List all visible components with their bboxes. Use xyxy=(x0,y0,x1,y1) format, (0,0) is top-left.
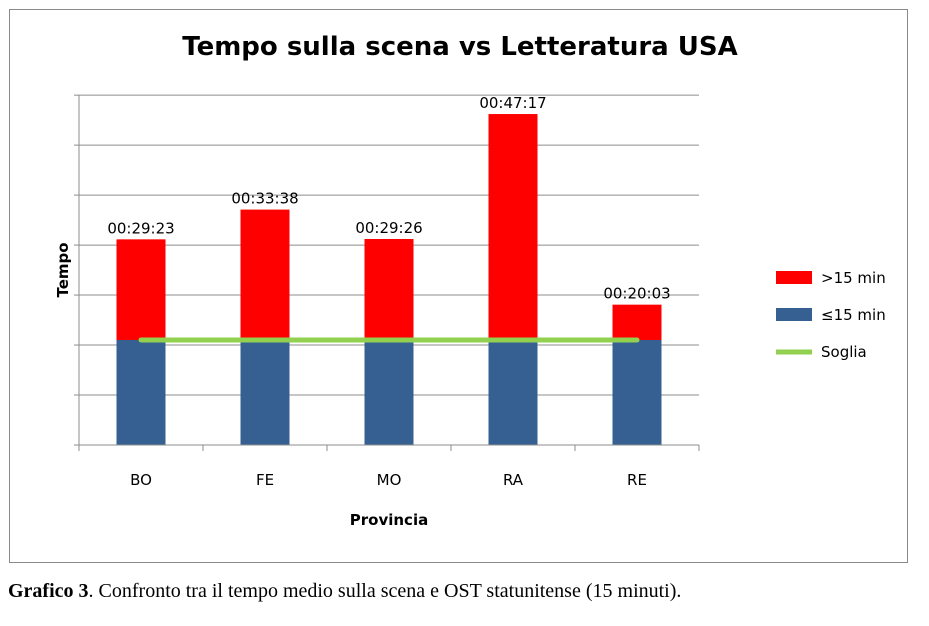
bar-excess-re xyxy=(612,304,662,340)
x-axis-label: Provincia xyxy=(350,511,428,529)
bar-base-ra xyxy=(488,340,538,445)
y-axis-label: Tempo xyxy=(54,242,72,297)
data-label: 00:29:23 xyxy=(107,219,174,237)
bar-excess-bo xyxy=(116,239,166,340)
grid-lines xyxy=(79,94,699,396)
bars xyxy=(116,114,662,445)
data-label: 00:20:03 xyxy=(603,285,670,303)
caption-text: . Confronto tra il tempo medio sulla sce… xyxy=(88,580,682,602)
data-label: 00:29:26 xyxy=(355,219,422,237)
legend-label: ≤15 min xyxy=(821,306,886,324)
x-tick-label: RA xyxy=(503,471,524,489)
data-label: 00:33:38 xyxy=(231,190,298,208)
bar-excess-ra xyxy=(488,114,538,340)
bar-base-re xyxy=(612,340,662,445)
x-tick-label: MO xyxy=(377,471,402,489)
x-tick-label: RE xyxy=(627,471,647,489)
axes xyxy=(74,94,700,451)
bar-base-fe xyxy=(240,340,290,445)
figure-caption: Grafico 3. Confronto tra il tempo medio … xyxy=(8,580,918,603)
bar-excess-mo xyxy=(364,238,414,340)
bar-excess-fe xyxy=(240,209,290,340)
legend-label: >15 min xyxy=(821,269,886,287)
legend-swatch xyxy=(776,271,812,284)
x-tick-label: FE xyxy=(256,471,274,489)
x-tick-label: BO xyxy=(130,471,152,489)
caption-label: Grafico 3 xyxy=(8,580,89,602)
bar-base-bo xyxy=(116,340,166,445)
x-tick-labels: BO FE MO RA RE xyxy=(130,471,647,489)
legend-swatch xyxy=(776,308,812,321)
legend-label: Soglia xyxy=(821,343,867,361)
legend: >15 min ≤15 min Soglia xyxy=(776,269,886,361)
data-label: 00:47:17 xyxy=(479,94,546,112)
total-labels: 00:29:23 00:33:38 00:29:26 00:47:17 00:20:03 xyxy=(107,94,670,303)
chart-title: Tempo sulla scena vs Letteratura USA xyxy=(182,32,737,62)
bar-base-mo xyxy=(364,340,414,445)
